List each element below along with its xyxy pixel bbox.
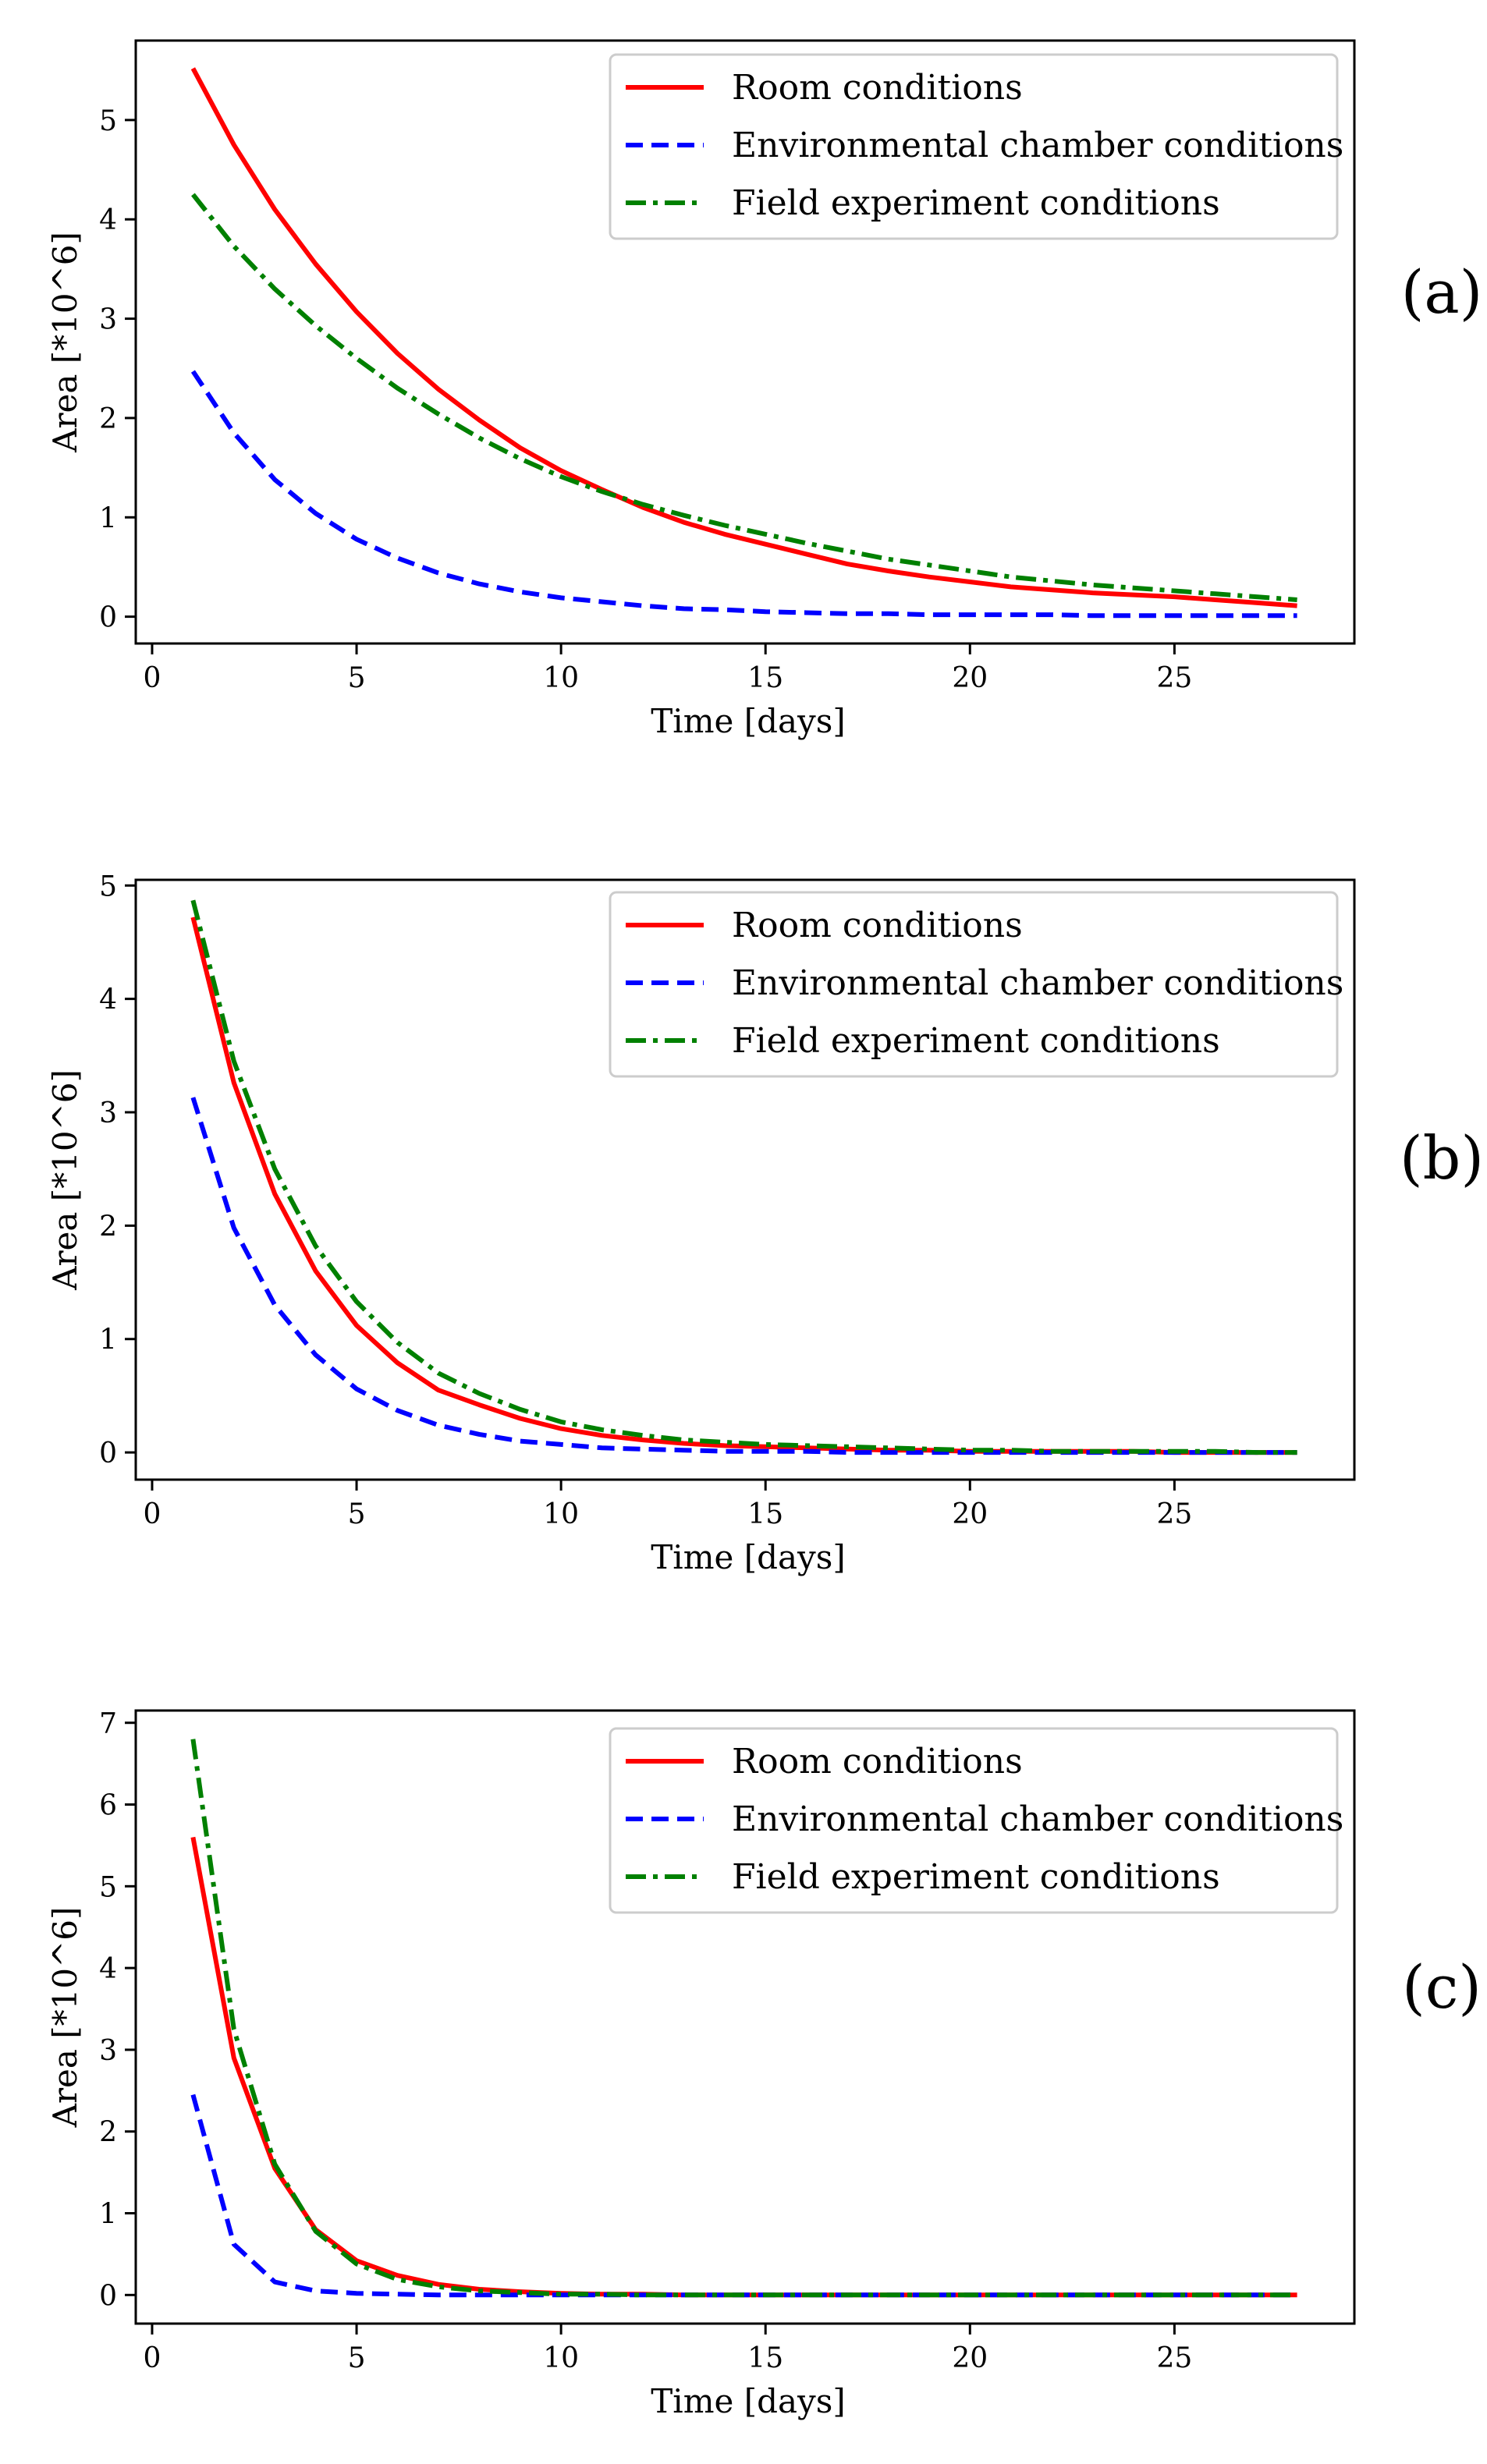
x-tick-label: 10 [543,2342,579,2374]
legend-label-field: Field experiment conditions [732,1021,1220,1061]
y-tick-label: 5 [99,105,117,137]
x-tick-label: 15 [747,1498,783,1530]
legend-label-room: Room conditions [732,1742,1023,1782]
legend-label-room: Room conditions [732,68,1023,108]
x-tick-label: 5 [348,1498,366,1530]
y-tick-label: 1 [99,1324,117,1356]
x-tick-label: 25 [1156,1498,1192,1530]
series-line-room [190,67,1297,608]
x-tick-label: 15 [747,2342,783,2374]
plot-frame [134,39,1356,645]
x-tick-label: 5 [348,2342,366,2374]
y-tick-label: 3 [99,304,117,336]
y-tick-label: 4 [99,1953,117,1985]
panel-label: (c) [1402,1952,1482,2022]
series-line-field [190,1739,1297,2298]
y-tick-label: 5 [99,1871,117,1903]
x-axis-label: Time [days] [651,1538,845,1576]
y-tick-label: 4 [99,204,117,236]
x-tick-label: 10 [543,662,579,694]
y-tick-label: 2 [99,1211,117,1243]
y-tick-label: 1 [99,502,117,534]
panel-label: (a) [1401,257,1483,327]
legend-label-room: Room conditions [732,906,1023,945]
legend-label-field: Field experiment conditions [732,1857,1220,1897]
legend-label-chamber: Environmental chamber conditions [732,963,1343,1003]
panel-label: (b) [1400,1123,1484,1193]
legend-label-field: Field experiment conditions [732,183,1220,223]
x-tick-label: 10 [543,1498,579,1530]
x-tick-label: 20 [952,662,988,694]
y-axis-label: Area [*10^6] [46,1069,84,1291]
y-tick-label: 4 [99,984,117,1016]
x-tick-label: 20 [952,1498,988,1530]
chart-panel-c: 0 5 10 15 20 25 0 1 2 3 4 5 6 7 Time [days] Area [*10^6… [46,1708,1482,2420]
x-tick-label: 0 [144,2342,161,2374]
legend: Room conditions Environmental chamber con… [609,1727,1343,1914]
y-tick-label: 0 [99,602,117,634]
legend-label-chamber: Environmental chamber conditions [732,126,1343,165]
y-tick-label: 6 [99,1790,117,1822]
x-axis-label: Time [days] [651,702,845,740]
x-tick-label: 0 [144,1498,161,1530]
x-tick-label: 20 [952,2342,988,2374]
x-tick-label: 25 [1156,2342,1192,2374]
series-line-chamber [190,370,1297,619]
legend-box [609,891,1339,1078]
y-tick-label: 7 [99,1708,117,1740]
chart-panel-a: 0 5 10 15 20 25 0 1 2 3 4 5 Time [days] Area [*10^6] R… [46,39,1483,740]
legend-box [609,53,1339,240]
y-tick-label: 0 [99,1438,117,1470]
y-tick-label: 5 [99,870,117,902]
plot-frame [134,1709,1356,2325]
y-axis-label: Area [*10^6] [46,232,84,453]
series-line-chamber [190,1097,1297,1455]
x-tick-label: 0 [144,662,161,694]
y-tick-label: 1 [99,2199,117,2231]
series-line-field [191,193,1297,602]
x-tick-label: 5 [348,662,366,694]
series-line-field [190,899,1297,1455]
legend-label-chamber: Environmental chamber conditions [732,1799,1343,1839]
y-axis-label: Area [*10^6] [46,1907,84,2129]
chart-panel-b: 0 5 10 15 20 25 0 1 2 3 4 5 Time [days] Area [*10^6] R… [46,870,1484,1576]
legend-box [609,1727,1339,1914]
plot-frame [134,878,1356,1481]
y-tick-label: 0 [99,2280,117,2312]
y-tick-label: 3 [99,1097,117,1129]
legend: Room conditions Environmental chamber con… [609,53,1343,240]
series-line-chamber [190,2094,1297,2298]
y-tick-label: 2 [99,2117,117,2149]
legend: Room conditions Environmental chamber con… [609,891,1343,1078]
x-tick-label: 15 [747,662,783,694]
y-tick-label: 2 [99,403,117,435]
x-axis-label: Time [days] [651,2382,845,2420]
y-tick-label: 3 [99,2035,117,2067]
x-tick-label: 25 [1156,662,1192,694]
